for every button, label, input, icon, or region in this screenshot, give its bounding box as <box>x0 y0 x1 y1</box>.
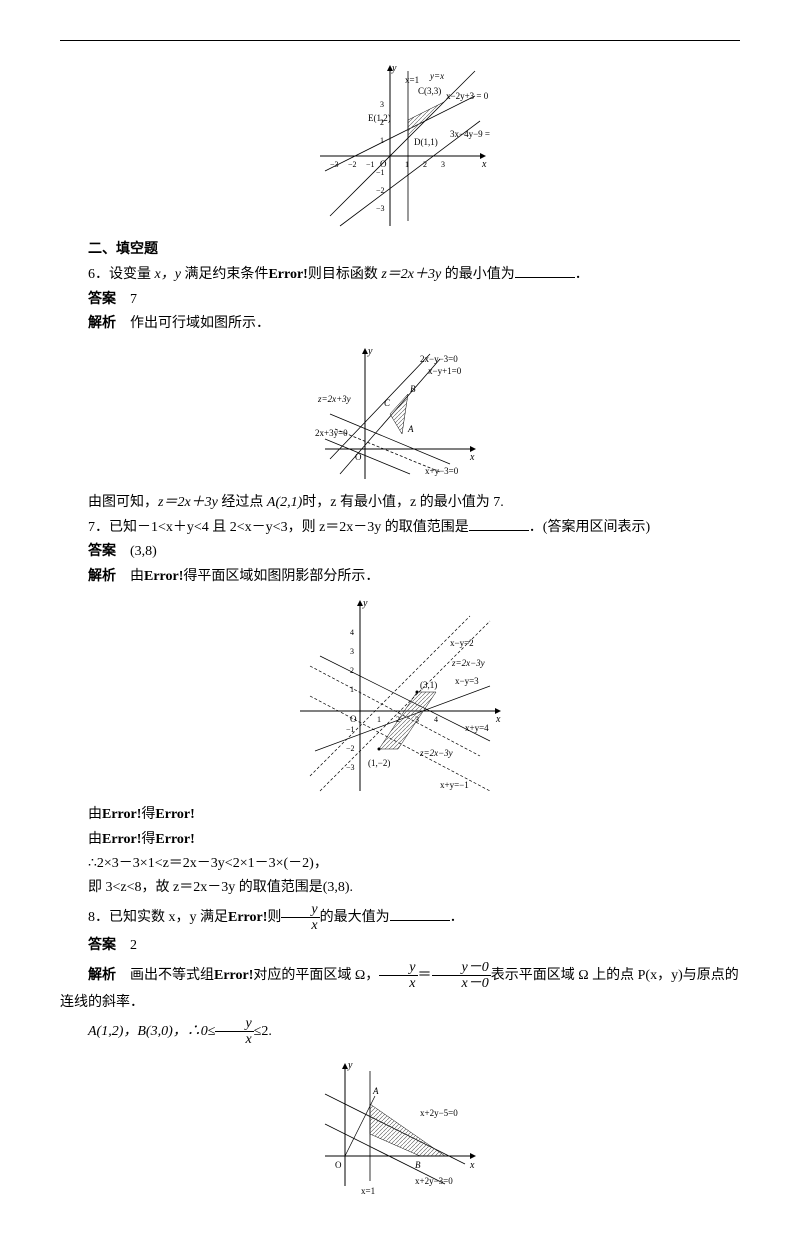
svg-text:−3: −3 <box>376 204 385 213</box>
q8-blank <box>390 906 450 921</box>
q7-jiexi: 解析 由Error!得平面区域如图阴影部分所示． <box>60 566 740 588</box>
svg-text:A: A <box>372 1086 379 1096</box>
svg-text:z=2x+3y: z=2x+3y <box>317 394 351 404</box>
q8-points: A(1,2)，B(3,0)，∴0≤yx≤2. <box>60 1016 740 1048</box>
svg-text:2x−y−3=0: 2x−y−3=0 <box>420 354 458 364</box>
svg-text:x: x <box>469 452 475 463</box>
svg-text:z=2x−3y: z=2x−3y <box>419 748 453 758</box>
svg-text:1: 1 <box>380 136 384 145</box>
svg-text:−1: −1 <box>366 160 375 169</box>
svg-text:y: y <box>367 346 373 357</box>
svg-text:D(1,1): D(1,1) <box>414 137 438 147</box>
svg-text:4: 4 <box>350 628 354 637</box>
page-top-rule <box>60 40 740 41</box>
svg-text:x: x <box>495 714 501 725</box>
svg-text:2: 2 <box>350 666 354 675</box>
svg-text:C: C <box>384 398 391 408</box>
graph-q5-region: y x O −3 −2 −1 1 2 3 3 2 1 −1 −2 −3 x=1 … <box>310 61 490 231</box>
svg-text:x+y−3=0: x+y−3=0 <box>425 466 459 476</box>
svg-text:x=1: x=1 <box>405 75 419 85</box>
svg-text:y: y <box>391 63 397 74</box>
q6-conclusion: 由图可知，z＝2x＋3y 经过点 A(2,1)时，z 有最小值，z 的最小值为 … <box>60 492 740 514</box>
svg-text:−2: −2 <box>346 744 355 753</box>
q6-text: 6．设变量 x，y 满足约束条件Error!则目标函数 z＝2x＋3y 的最小值… <box>60 263 740 286</box>
section-header: 二、填空题 <box>60 239 740 261</box>
svg-text:−2: −2 <box>348 160 357 169</box>
svg-text:3x−4y−9 = 0: 3x−4y−9 = 0 <box>450 129 490 139</box>
q6-answer: 答案 7 <box>60 289 740 311</box>
q7-calc2: 即 3<z<8，故 z＝2x－3y 的取值范围是(3,8). <box>60 877 740 899</box>
q8-jiexi: 解析 画出不等式组Error!对应的平面区域 Ω，yx＝y－0x－0表示平面区域… <box>60 960 740 1014</box>
svg-text:1: 1 <box>377 715 381 724</box>
svg-text:(1,−2): (1,−2) <box>368 758 390 768</box>
svg-text:x+2y−3=0: x+2y−3=0 <box>415 1176 453 1186</box>
svg-text:x=1: x=1 <box>361 1186 375 1196</box>
svg-text:−3: −3 <box>346 763 355 772</box>
svg-text:−1: −1 <box>376 168 385 177</box>
graph-q8-region: y x O A B x+2y−5=0 x+2y−3=0 x=1 <box>315 1056 485 1196</box>
q7-calc1: ∴2×3－3×1<z＝2x－3y<2×1－3×(－2)， <box>60 853 740 875</box>
svg-text:C(3,3): C(3,3) <box>418 86 441 96</box>
q7-text: 7．已知－1<x＋y<4 且 2<x－y<3，则 z＝2x－3y 的取值范围是．… <box>60 516 740 539</box>
svg-text:3: 3 <box>350 647 354 656</box>
svg-text:B: B <box>415 1160 421 1170</box>
svg-text:x−y=3: x−y=3 <box>455 676 479 686</box>
svg-text:3: 3 <box>380 100 384 109</box>
svg-text:3: 3 <box>441 160 445 169</box>
q8-answer: 答案 2 <box>60 935 740 957</box>
svg-text:B: B <box>410 384 416 394</box>
q7-blank <box>469 516 529 531</box>
svg-text:y=x: y=x <box>429 71 444 81</box>
q6-blank <box>515 263 575 278</box>
graph-q7-region: y x O 4 3 2 1 −1 −2 −3 1 2 3 4 (3,1) (1,… <box>290 596 510 796</box>
q7-answer: 答案 (3,8) <box>60 541 740 563</box>
svg-text:A: A <box>407 424 414 434</box>
q6-jiexi: 解析 作出可行域如图所示． <box>60 313 740 335</box>
svg-text:2x+3y=0: 2x+3y=0 <box>315 428 348 438</box>
q7-line1: 由Error!得Error! <box>60 804 740 826</box>
svg-text:x+y=4: x+y=4 <box>465 723 489 733</box>
svg-text:z=2x−3y: z=2x−3y <box>451 658 485 668</box>
svg-text:x+y=−1: x+y=−1 <box>440 780 469 790</box>
svg-text:1: 1 <box>350 685 354 694</box>
svg-text:x−2y+3 = 0: x−2y+3 = 0 <box>446 91 489 101</box>
svg-text:x+2y−5=0: x+2y−5=0 <box>420 1108 458 1118</box>
svg-text:x: x <box>481 159 487 170</box>
svg-text:x−y=2: x−y=2 <box>450 638 474 648</box>
svg-text:O: O <box>350 714 357 724</box>
svg-text:x−y+1=0: x−y+1=0 <box>428 366 462 376</box>
svg-text:x: x <box>469 1160 475 1171</box>
svg-text:E(1,2): E(1,2) <box>368 113 391 123</box>
svg-text:4: 4 <box>434 715 438 724</box>
graph-q6-region: y x O 2x−y−3=0 x−y+1=0 z=2x+3y 2x+3y=0 x… <box>310 344 490 484</box>
svg-text:y: y <box>347 1060 353 1071</box>
svg-text:y: y <box>362 598 368 609</box>
q7-line2: 由Error!得Error! <box>60 829 740 851</box>
svg-text:O: O <box>335 1160 342 1170</box>
svg-text:(3,1): (3,1) <box>420 680 437 690</box>
q8-text: 8．已知实数 x，y 满足Error!则yx的最大值为． <box>60 902 740 934</box>
